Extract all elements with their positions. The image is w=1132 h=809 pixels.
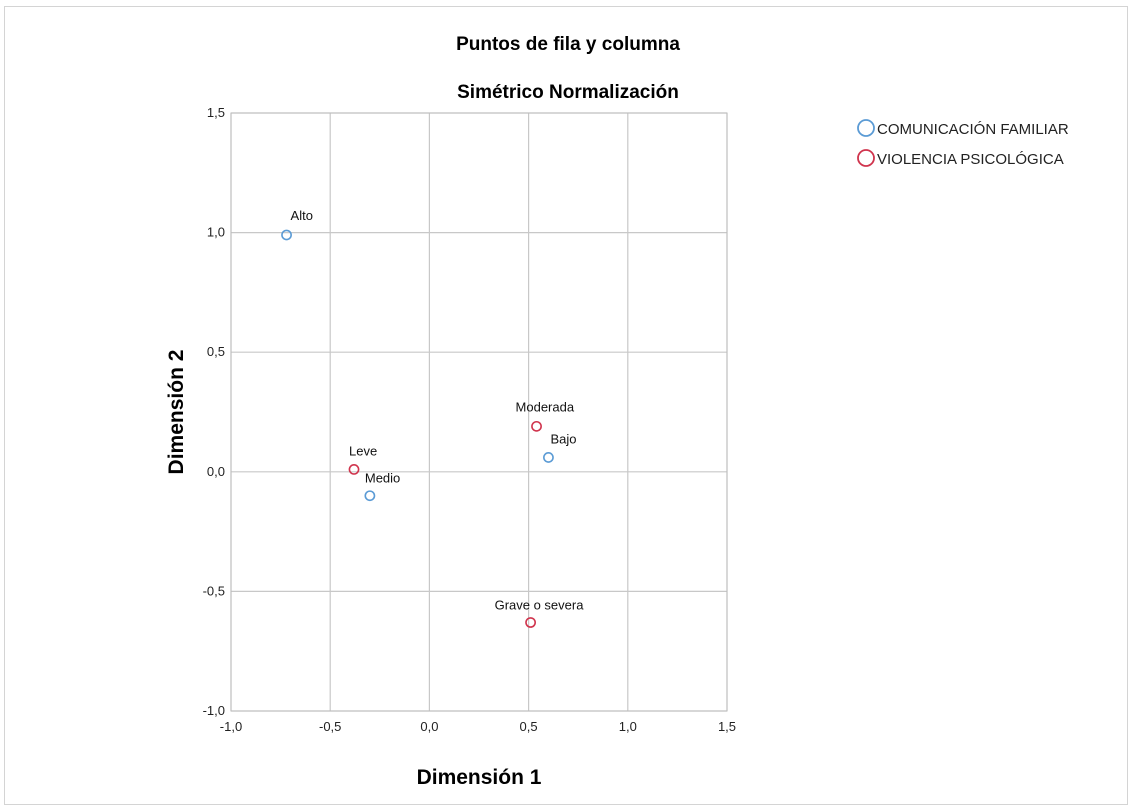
data-point-label: Bajo	[550, 431, 576, 446]
chart-title: Puntos de fila y columna	[456, 34, 680, 55]
legend-marker	[857, 149, 875, 167]
plot-area	[230, 112, 728, 712]
x-tick-label: 1,0	[619, 719, 637, 734]
data-point-label: Medio	[365, 471, 400, 486]
data-point-marker	[525, 617, 536, 628]
legend: COMUNICACIÓN FAMILIAR VIOLENCIA PSICOLÓGI…	[857, 119, 1069, 168]
legend-label: VIOLENCIA PSICOLÓGICA	[877, 151, 1064, 168]
y-tick-label: 0,5	[207, 344, 225, 359]
data-point-label: Leve	[349, 443, 377, 458]
data-point-label: Moderada	[516, 399, 575, 414]
y-tick-label: 1,0	[207, 225, 225, 240]
data-point-marker	[348, 464, 360, 475]
chart-frame	[4, 6, 1128, 805]
x-tick-label: -1,0	[220, 719, 242, 734]
legend-label: COMUNICACIÓN FAMILIAR	[877, 121, 1069, 138]
y-tick-label: -0,5	[203, 583, 225, 598]
x-tick-label: 0,5	[520, 719, 538, 734]
data-point-label: Alto	[291, 208, 313, 223]
y-axis-title: Dimensión 2	[165, 350, 188, 475]
data-point-marker	[281, 229, 292, 241]
data-point-label: Grave o severa	[495, 597, 585, 612]
x-axis-title: Dimensión 1	[417, 766, 542, 789]
data-points: Alto Medio Bajo Leve Moderada Grave o severa	[281, 208, 585, 628]
x-tick-label: -0,5	[319, 719, 341, 734]
x-tick-label: 0,0	[420, 719, 438, 734]
data-point-marker	[364, 490, 376, 502]
tick-labels: -1,0 -0,5 0,0 0,5 1,0 1,5 -1,0 -0,5 0,0 0,5 1,0 1,5	[203, 105, 736, 734]
y-tick-label: -1,0	[203, 703, 225, 718]
grid	[230, 112, 728, 712]
y-tick-label: 1,5	[207, 105, 225, 120]
data-point-marker	[531, 420, 542, 432]
legend-marker	[857, 119, 875, 137]
data-point-marker	[543, 452, 554, 463]
y-tick-label: 0,0	[207, 464, 225, 479]
chart-subtitle: Simétrico Normalización	[457, 82, 679, 103]
x-tick-label: 1,5	[718, 719, 736, 734]
